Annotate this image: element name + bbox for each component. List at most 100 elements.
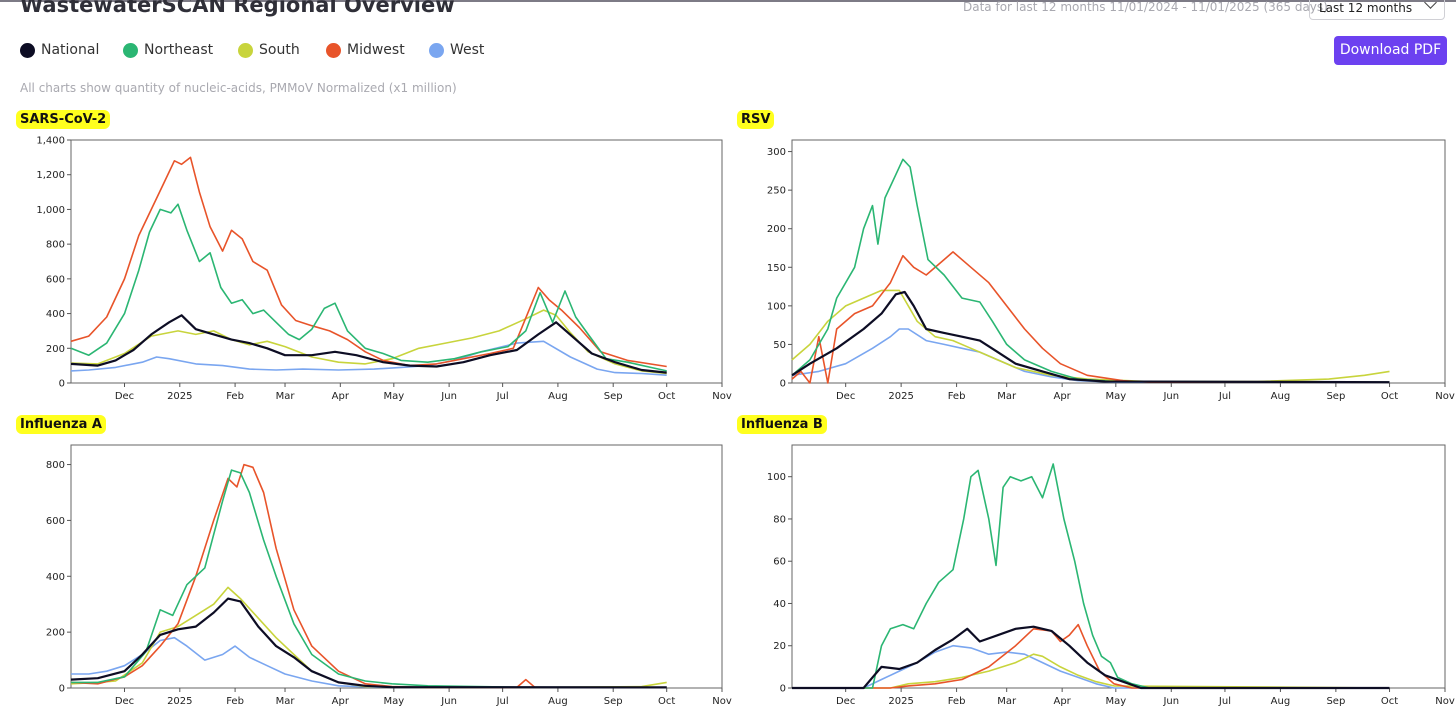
y-tick-label: 40 — [773, 599, 786, 610]
x-tick-label: Oct — [658, 391, 675, 402]
x-tick-label: Mar — [997, 696, 1017, 707]
download-pdf-button[interactable]: Download PDF — [1334, 36, 1447, 65]
x-tick-label: Apr — [332, 391, 350, 402]
x-tick-label: Feb — [948, 696, 966, 707]
y-tick-label: 300 — [767, 147, 786, 158]
x-tick-label: May — [1105, 696, 1126, 707]
y-tick-label: 1,000 — [36, 205, 65, 216]
y-tick-label: 60 — [773, 557, 786, 568]
y-tick-label: 600 — [46, 516, 65, 527]
legend-dot-national — [20, 43, 35, 58]
x-tick-label: Sep — [604, 391, 623, 402]
x-tick-label: Apr — [1053, 696, 1071, 707]
y-tick-label: 100 — [767, 472, 786, 483]
x-tick-label: Dec — [836, 696, 855, 707]
series-line-west — [792, 644, 1390, 689]
series-line-south — [70, 309, 667, 375]
x-tick-label: Sep — [1326, 696, 1345, 707]
x-tick-label: Oct — [1381, 696, 1398, 707]
y-tick-label: 0 — [59, 379, 65, 390]
series-line-national — [792, 625, 1390, 690]
y-tick-label: 800 — [46, 460, 65, 471]
x-tick-label: Apr — [332, 696, 350, 707]
chart-title-sars-cov-2: SARS-CoV-2 — [16, 110, 111, 129]
series-line-national — [70, 314, 667, 374]
plot-frame — [70, 139, 723, 384]
x-tick-label: Oct — [1381, 391, 1398, 402]
x-tick-label: Nov — [712, 696, 732, 707]
x-tick-label: Dec — [115, 696, 134, 707]
x-tick-label: Jul — [1218, 696, 1231, 707]
y-tick-label: 200 — [767, 224, 786, 235]
x-tick-label: Jun — [440, 696, 457, 707]
y-tick-label: 400 — [46, 309, 65, 320]
x-tick-label: Jul — [496, 391, 509, 402]
y-tick-label: 200 — [46, 628, 65, 639]
x-tick-label: Jul — [1218, 391, 1231, 402]
x-tick-label: Sep — [604, 696, 623, 707]
x-tick-label: Jun — [1162, 391, 1179, 402]
x-tick-label: Aug — [548, 696, 568, 707]
chart-title-influenza-a: Influenza A — [16, 415, 106, 434]
y-tick-label: 0 — [780, 379, 786, 390]
time-range-select-value: Last 12 months — [1319, 1, 1413, 15]
x-tick-label: Dec — [115, 391, 134, 402]
x-tick-label: 2025 — [167, 391, 192, 402]
legend-dot-midwest — [326, 43, 341, 58]
y-tick-label: 400 — [46, 572, 65, 583]
y-tick-label: 80 — [773, 514, 786, 525]
series-line-northeast — [791, 158, 1390, 384]
x-tick-label: Feb — [948, 391, 966, 402]
x-tick-label: Oct — [658, 696, 675, 707]
x-tick-label: Jun — [440, 391, 457, 402]
x-tick-label: Feb — [226, 696, 244, 707]
series-line-south — [792, 653, 1390, 689]
chart-title-influenza-b: Influenza B — [737, 415, 827, 434]
x-tick-label: Jul — [496, 696, 509, 707]
x-tick-label: Apr — [1053, 391, 1071, 402]
x-tick-label: Aug — [1271, 391, 1291, 402]
x-tick-label: Mar — [997, 391, 1017, 402]
x-tick-label: Nov — [1435, 696, 1455, 707]
x-tick-label: Jun — [1162, 696, 1179, 707]
x-tick-label: Mar — [276, 391, 296, 402]
x-tick-label: May — [1105, 391, 1126, 402]
y-tick-label: 600 — [46, 274, 65, 285]
y-tick-label: 20 — [773, 641, 786, 652]
y-tick-label: 200 — [46, 344, 65, 355]
legend-label: Midwest — [347, 42, 405, 58]
y-tick-label: 50 — [773, 340, 786, 351]
series-line-national — [791, 290, 1390, 384]
x-tick-label: Nov — [1435, 391, 1455, 402]
series-line-west — [791, 328, 1390, 384]
legend-label: Northeast — [144, 42, 214, 58]
series-line-northeast — [70, 203, 667, 372]
y-tick-label: 250 — [767, 186, 786, 197]
series-line-midwest — [792, 623, 1390, 689]
series-line-northeast — [792, 463, 1390, 689]
legend-dot-south — [238, 43, 253, 58]
series-line-midwest — [70, 156, 667, 368]
x-tick-label: Nov — [712, 391, 732, 402]
time-range-select[interactable]: Last 12 months — [1309, 0, 1445, 20]
y-tick-label: 0 — [780, 684, 786, 695]
x-tick-label: Dec — [836, 391, 855, 402]
y-tick-label: 1,400 — [36, 136, 65, 147]
y-tick-label: 100 — [767, 301, 786, 312]
legend-label: South — [259, 42, 300, 58]
series-line-west — [70, 340, 667, 376]
window-top-border — [0, 0, 1456, 2]
x-tick-label: Sep — [1326, 391, 1345, 402]
y-tick-label: 150 — [767, 263, 786, 274]
x-tick-label: Feb — [226, 391, 244, 402]
series-line-west — [71, 636, 667, 689]
y-tick-label: 800 — [46, 240, 65, 251]
legend-label: National — [41, 42, 100, 58]
legend-dot-northeast — [123, 43, 138, 58]
x-tick-label: 2025 — [888, 391, 913, 402]
chart-title-rsv: RSV — [737, 110, 775, 129]
